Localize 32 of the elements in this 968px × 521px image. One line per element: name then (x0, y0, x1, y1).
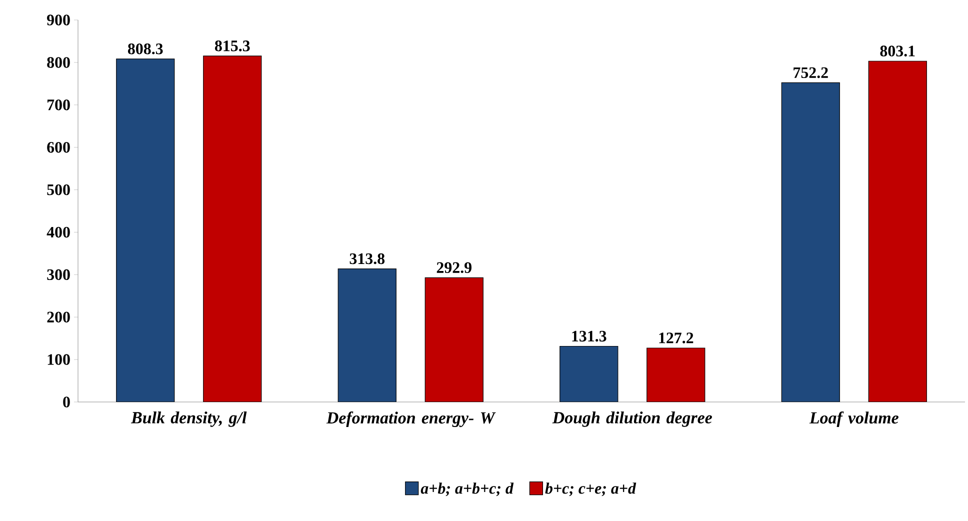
y-tick-label: 600 (47, 142, 70, 153)
legend-label: b+c; c+e; a+d (545, 482, 636, 496)
x-tick-label: Bulk density, g/l (130, 412, 247, 427)
y-tick-label: 800 (47, 57, 70, 68)
x-tick-label: Loaf volume (809, 412, 898, 428)
data-label: 752.2 (794, 67, 828, 78)
bar (424, 277, 484, 402)
bar (560, 346, 618, 402)
bar (203, 56, 262, 402)
bar (781, 82, 840, 402)
y-tick-label: 700 (47, 100, 70, 110)
bar (338, 268, 396, 402)
data-label: 131.3 (572, 330, 606, 342)
bar (116, 58, 175, 402)
x-tick-label: Dough dilution degree (552, 412, 712, 427)
bar (868, 60, 927, 402)
y-tick-label: 400 (46, 226, 70, 238)
y-tick-label: 200 (47, 312, 70, 322)
legend-label: a+b; a+b+c; d (420, 482, 514, 496)
data-label: 815.3 (214, 40, 250, 52)
data-label: 808.3 (128, 43, 163, 54)
y-tick-label: 500 (47, 184, 70, 196)
y-tick-label: 300 (47, 269, 70, 280)
y-tick-label: 0 (63, 396, 70, 408)
data-label: 127.2 (659, 332, 694, 344)
y-tick-label: 900 (47, 14, 70, 26)
x-tick-label: Deformation energy- W (326, 412, 496, 428)
data-label: 313.8 (350, 253, 385, 264)
y-tick-label: 100 (48, 354, 70, 365)
bar (646, 348, 706, 402)
data-label: 803.1 (880, 46, 915, 56)
data-label: 292.9 (436, 262, 472, 274)
